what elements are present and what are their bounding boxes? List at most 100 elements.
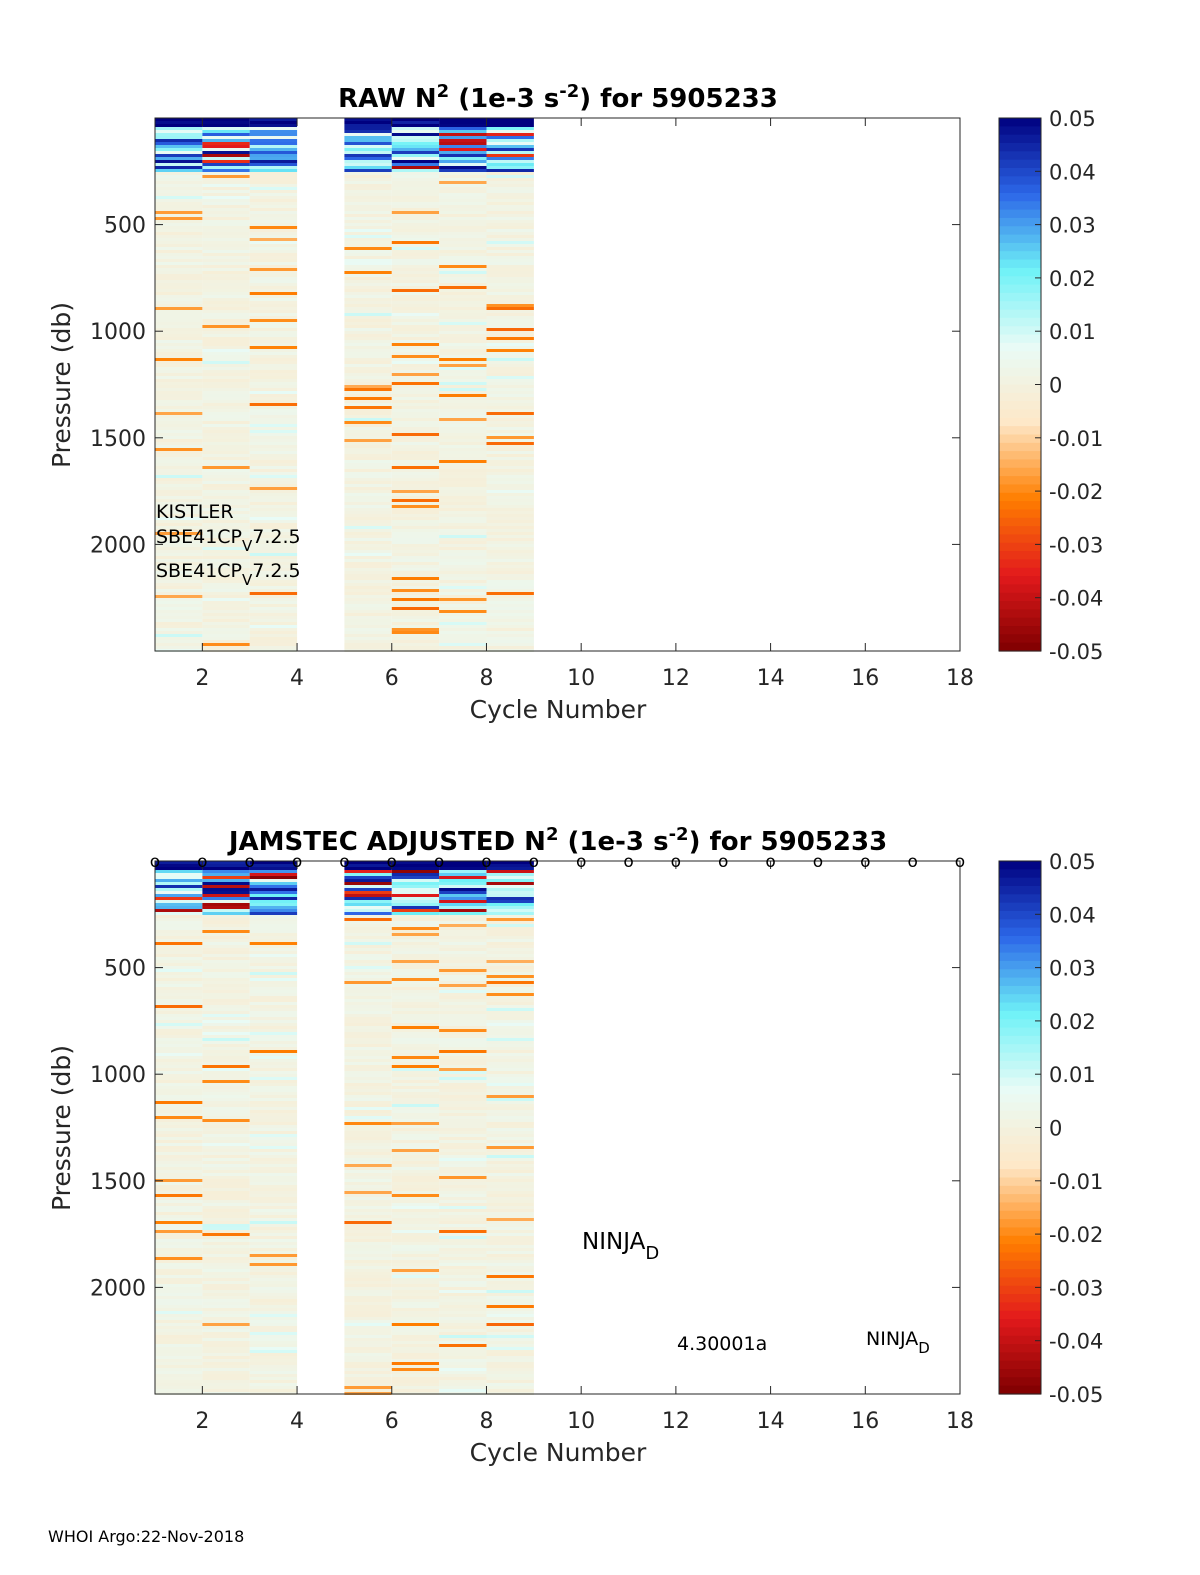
heatmap-cell [344, 927, 392, 930]
heatmap-cell [439, 1050, 487, 1053]
heatmap-cell [486, 1056, 534, 1059]
heatmap-cell [155, 876, 203, 879]
heatmap-cell [249, 511, 298, 514]
heatmap-cell [155, 1377, 203, 1380]
heatmap-cell [344, 526, 392, 529]
heatmap-cell [249, 1302, 298, 1305]
heatmap-cell [344, 1032, 392, 1035]
heatmap-cell [344, 990, 392, 993]
heatmap-cell [391, 145, 440, 148]
qc-marker: o [387, 852, 397, 872]
heatmap-cell [249, 274, 298, 277]
colorbar-segment [999, 885, 1041, 895]
heatmap-cell [344, 1281, 392, 1284]
heatmap-cell [155, 466, 203, 469]
heatmap-cell [155, 646, 203, 649]
heatmap-cell [344, 415, 392, 418]
heatmap-cell [486, 1338, 534, 1341]
heatmap-cell [391, 511, 440, 514]
heatmap-cell [486, 924, 534, 927]
heatmap-cell [439, 298, 487, 301]
x-tick-label: 16 [851, 1409, 879, 1434]
y-tick-label: 1000 [90, 1063, 146, 1088]
heatmap-cell [249, 403, 298, 406]
y-tick-label: 1500 [90, 427, 146, 452]
colorbar-segment [999, 342, 1041, 352]
heatmap-cell [439, 867, 487, 870]
heatmap-cell [391, 592, 440, 595]
heatmap-cell [155, 400, 203, 403]
heatmap-cell [486, 1233, 534, 1236]
heatmap-cell [439, 1329, 487, 1332]
heatmap-cell [486, 436, 534, 439]
heatmap-cell [155, 358, 203, 361]
heatmap-cell [391, 628, 440, 631]
heatmap-cell [202, 951, 250, 954]
heatmap-cell [486, 616, 534, 619]
heatmap-cell [391, 490, 440, 493]
heatmap-cell [155, 1053, 203, 1056]
heatmap-cell [439, 1227, 487, 1230]
heatmap-cell [486, 1092, 534, 1095]
heatmap-cell [155, 1317, 203, 1320]
heatmap-cell [486, 625, 534, 628]
heatmap-cell [486, 1230, 534, 1233]
heatmap-cell [249, 127, 298, 130]
heatmap-cell [249, 1251, 298, 1254]
heatmap-cell [249, 879, 298, 882]
heatmap-cell [391, 367, 440, 370]
heatmap-cell [486, 1131, 534, 1134]
heatmap-cell [249, 864, 298, 867]
heatmap-cell [486, 460, 534, 463]
heatmap-cell [391, 1233, 440, 1236]
heatmap-cell [155, 418, 203, 421]
heatmap-cell [202, 1161, 250, 1164]
colorbar-segment [999, 584, 1041, 594]
heatmap-cell [202, 199, 250, 202]
heatmap-cell [344, 864, 392, 867]
heatmap-cell [202, 229, 250, 232]
heatmap-cell [249, 190, 298, 193]
heatmap-cell [391, 568, 440, 571]
colorbar-segment [999, 994, 1041, 1004]
heatmap-cell [202, 373, 250, 376]
heatmap-cell [439, 1371, 487, 1374]
heatmap-cell [155, 313, 203, 316]
heatmap-cell [344, 948, 392, 951]
heatmap-cell [439, 900, 487, 903]
heatmap-cell [249, 124, 298, 127]
heatmap-cell [439, 894, 487, 897]
heatmap-cell [439, 340, 487, 343]
heatmap-cell [439, 1353, 487, 1356]
heatmap-cell [439, 1278, 487, 1281]
heatmap-cell [486, 526, 534, 529]
heatmap-cell [391, 505, 440, 508]
heatmap-cell [202, 1080, 250, 1083]
y-tick-label: 500 [104, 214, 146, 239]
heatmap-cell [439, 1062, 487, 1065]
heatmap-cell [202, 1095, 250, 1098]
heatmap-cell [249, 118, 298, 121]
heatmap-cell [391, 445, 440, 448]
heatmap-cell [486, 966, 534, 969]
heatmap-cell [202, 295, 250, 298]
heatmap-cell [155, 259, 203, 262]
heatmap-cell [486, 280, 534, 283]
heatmap-cell [202, 1032, 250, 1035]
heatmap-cell [155, 948, 203, 951]
heatmap-cell [155, 1329, 203, 1332]
heatmap-cell [439, 1326, 487, 1329]
heatmap-cell [155, 265, 203, 268]
heatmap-cell [486, 915, 534, 918]
heatmap-cell [202, 1113, 250, 1116]
heatmap-cell [439, 169, 487, 172]
heatmap-cell [486, 454, 534, 457]
heatmap-cell [344, 1350, 392, 1353]
heatmap-cell [155, 520, 203, 523]
heatmap-cell [486, 553, 534, 556]
heatmap-cell [344, 1146, 392, 1149]
heatmap-cell [344, 442, 392, 445]
heatmap-cell [439, 277, 487, 280]
heatmap-cell [439, 1056, 487, 1059]
heatmap-cell [391, 604, 440, 607]
